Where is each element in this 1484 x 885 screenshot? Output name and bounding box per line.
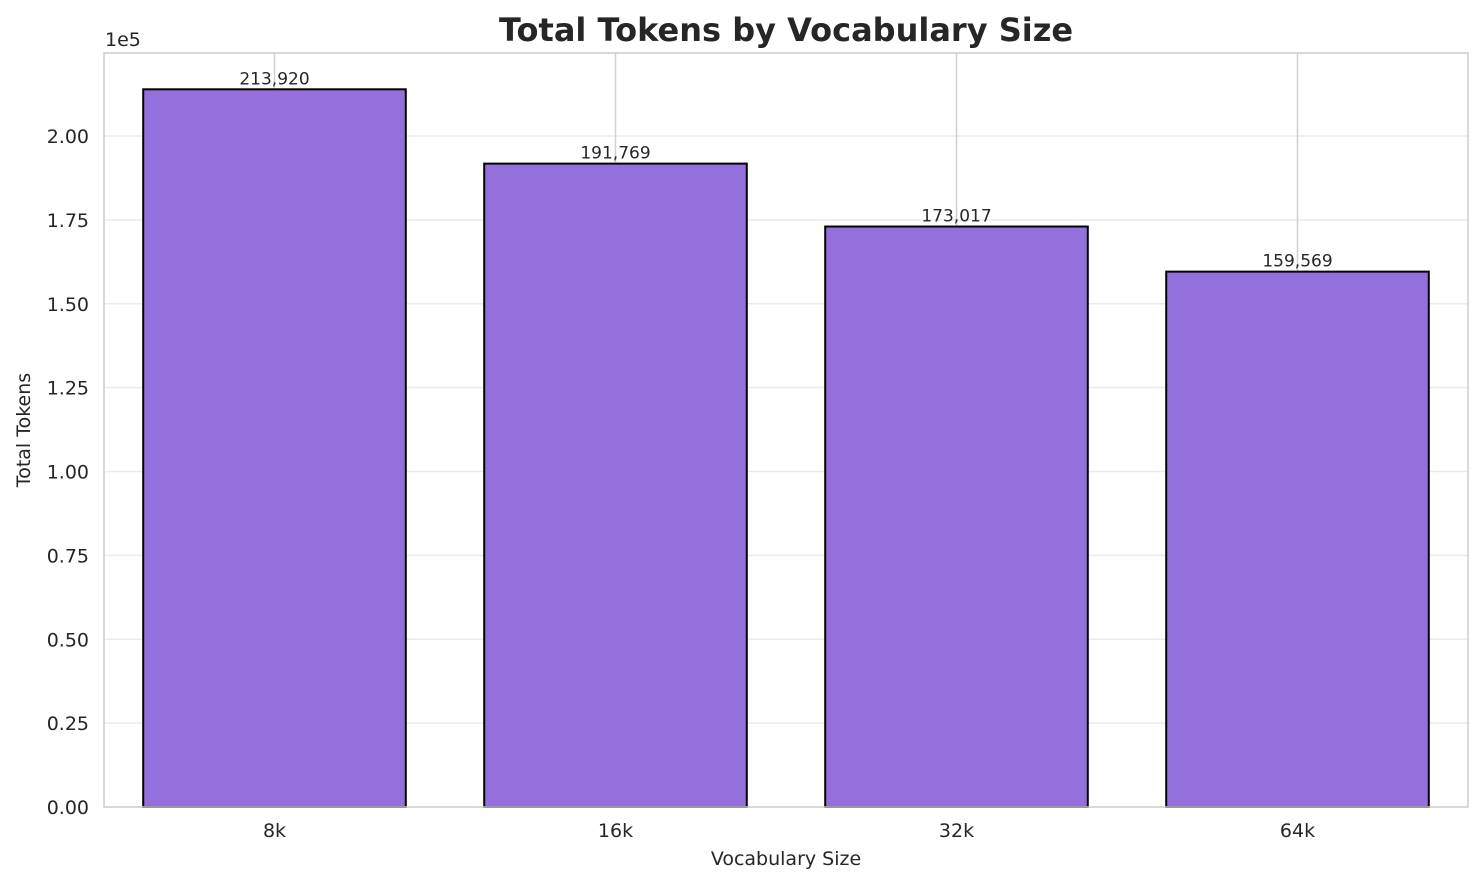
bars: 213,920 191,769 173,017 159,569 [142,69,1430,809]
bar-16k [483,162,748,809]
bar-value-label: 159,569 [1262,252,1332,272]
y-tick-label: 1.00 [47,462,89,484]
y-tick-label: 0.50 [47,629,89,651]
bar-value-label: 173,017 [921,207,991,227]
y-axis-ticks: 0.00 0.25 0.50 0.75 1.00 1.25 1.50 1.75 2.00 [47,126,89,819]
y-tick-label: 0.25 [47,713,89,735]
bar-64k [1165,270,1430,808]
y-tick-label: 1.50 [47,294,89,316]
x-axis-label: Vocabulary Size [711,848,861,870]
x-tick-label: 16k [598,820,633,842]
y-axis-label: Total Tokens [13,373,35,488]
y-tick-label: 2.00 [47,126,89,148]
x-tick-label: 8k [263,820,286,842]
plot-frame [103,52,1469,808]
y-tick-label: 0.75 [47,545,89,567]
x-axis-ticks: 8k 16k 32k 64k [263,820,1315,842]
y-tick-label: 1.75 [47,210,89,232]
y-tick-label: 0.00 [47,797,89,819]
bar-32k [824,225,1089,809]
chart-title: Total Tokens by Vocabulary Size [499,11,1073,49]
x-tick-label: 64k [1280,820,1315,842]
y-offset-label: 1e5 [105,29,141,51]
bar-value-label: 213,920 [239,69,309,89]
bar-8k [142,88,407,808]
x-tick-label: 32k [939,820,974,842]
bar-value-label: 191,769 [580,144,650,164]
y-tick-label: 1.25 [47,378,89,400]
